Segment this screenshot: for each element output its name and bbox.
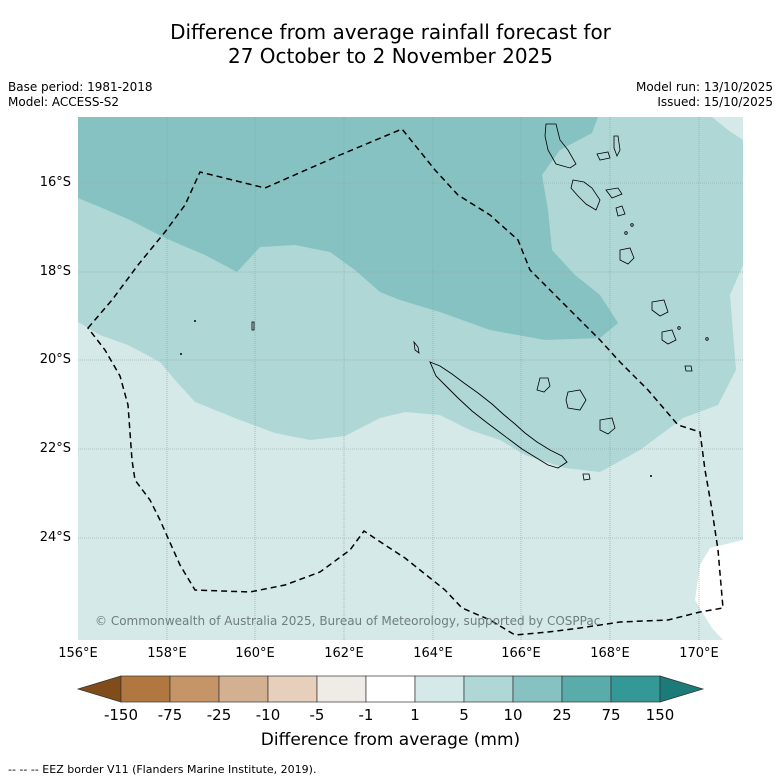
aneityum-island: [684, 365, 693, 372]
isle-of-pines: [582, 473, 591, 481]
eez-border: [87, 128, 724, 636]
colorbar-tick: 10: [503, 706, 523, 724]
ambrym-island: [605, 187, 623, 199]
ouvea-island: [536, 377, 551, 393]
model-run: Model run: 13/10/2025: [635, 80, 773, 94]
lon-label-168e: 168°E: [590, 646, 630, 661]
copyright-notice: © Commonwealth of Australia 2025, Bureau…: [95, 614, 601, 628]
colorbar-segment: [267, 675, 318, 703]
lon-label-162e: 162°E: [324, 646, 364, 661]
colorbar-extend-high: [659, 675, 705, 703]
lat-label-22s: 22°S: [39, 441, 71, 456]
tanna-island: [661, 329, 677, 345]
meta-left: Base period: 1981-2018 Model: ACCESS-S2: [8, 80, 153, 110]
colorbar-segment: [169, 675, 220, 703]
lon-label-166e: 166°E: [501, 646, 541, 661]
small-islet: [630, 223, 634, 227]
lat-label-20s: 20°S: [39, 352, 71, 367]
lon-label-160e: 160°E: [235, 646, 275, 661]
ambae-island: [596, 151, 611, 161]
colorbar-tick: 150: [645, 706, 675, 724]
colorbar-segment: [120, 675, 171, 703]
colorbar-tick: 1: [410, 706, 420, 724]
chart-title-line2: 27 October to 2 November 2025: [227, 44, 554, 68]
issued-date: Issued: 15/10/2025: [657, 95, 773, 109]
efate-island: [619, 247, 635, 265]
lon-label-156e: 156°E: [58, 646, 98, 661]
chesterfield-islet: [251, 321, 255, 331]
model-name: Model: ACCESS-S2: [8, 95, 120, 109]
western-islet: [180, 353, 182, 355]
colorbar-tick: 25: [552, 706, 572, 724]
colorbar-tick: -150: [103, 706, 139, 724]
colorbar-segment: [365, 675, 416, 703]
colorbar-segment: [463, 675, 514, 703]
base-period: Base period: 1981-2018: [8, 80, 153, 94]
epi-island: [615, 205, 626, 217]
small-islet: [650, 475, 652, 477]
eez-footnote: -- -- -- EEZ border V11 (Flanders Marine…: [8, 763, 317, 776]
colorbar-segment: [414, 675, 465, 703]
lat-label-18s: 18°S: [39, 264, 71, 279]
western-islet: [194, 320, 196, 322]
erromango-island: [651, 299, 669, 317]
colorbar-tick: 75: [601, 706, 621, 724]
colorbar-segment: [316, 675, 367, 703]
small-islet: [705, 337, 709, 341]
lon-label-158e: 158°E: [147, 646, 187, 661]
chart-title-line1: Difference from average rainfall forecas…: [170, 20, 611, 44]
colorbar-tick: -10: [255, 706, 281, 724]
grid-lines: [78, 117, 743, 640]
lat-label-24s: 24°S: [39, 530, 71, 545]
upper-right-region: [712, 117, 743, 140]
small-islet: [677, 326, 681, 330]
new-caledonia-island: [429, 361, 568, 469]
colorbar-tick: -75: [157, 706, 183, 724]
no-data-region: [695, 540, 743, 640]
colorbar-segment: [512, 675, 563, 703]
lon-label-164e: 164°E: [413, 646, 453, 661]
belep-islets: [413, 340, 420, 354]
colorbar-tick: -5: [309, 706, 325, 724]
colorbar-tick: 5: [459, 706, 469, 724]
colorbar-tick: -25: [206, 706, 232, 724]
colorbar-segment: [610, 675, 661, 703]
maewo-island: [613, 135, 621, 157]
colorbar-tick: -1: [358, 706, 374, 724]
small-islet: [624, 231, 628, 235]
mare-island: [599, 417, 616, 435]
espiritu-santo-island: [544, 123, 577, 169]
lifou-island: [565, 389, 587, 411]
colorbar-segment: [561, 675, 612, 703]
colorbar-extend-low: [76, 675, 122, 703]
colorbar-segment: [218, 675, 269, 703]
meta-right: Model run: 13/10/2025 Issued: 15/10/2025: [636, 80, 773, 110]
colorbar-label: Difference from average (mm): [260, 730, 521, 750]
lon-label-170e: 170°E: [679, 646, 719, 661]
malakula-island: [570, 179, 601, 211]
lat-label-16s: 16°S: [39, 175, 71, 190]
zone-10-25mm: [78, 117, 618, 340]
